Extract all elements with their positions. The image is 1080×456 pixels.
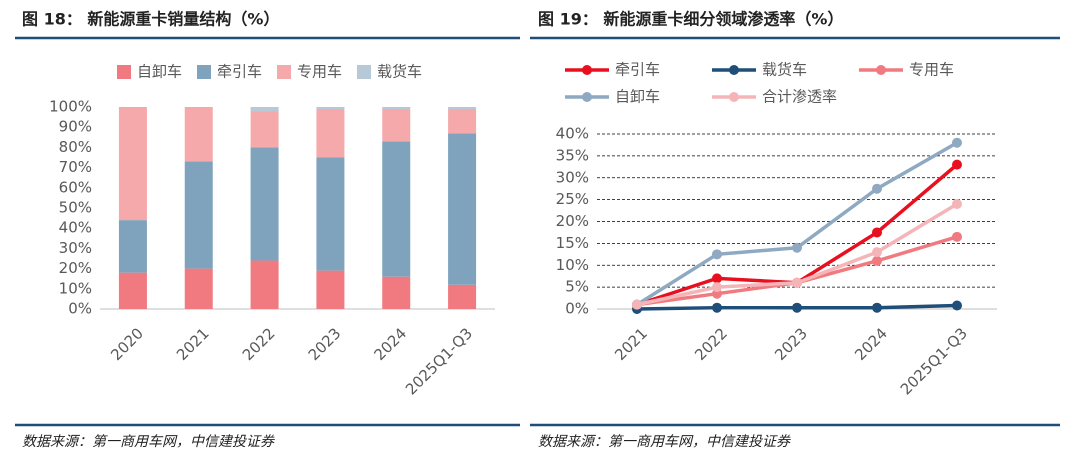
chart-title: 图 19： 新能源重卡细分领域渗透率（%）: [538, 10, 843, 29]
x-tick-label: 2024: [371, 324, 411, 364]
point: [872, 247, 882, 258]
legend-marker: [582, 92, 592, 102]
point: [872, 183, 882, 194]
x-tick-label: 2025Q1-Q3: [402, 324, 476, 398]
y-tick-label: 20%: [59, 259, 92, 277]
x-tick-label: 2024: [851, 324, 891, 364]
source: 数据来源：第一商用车网，中信建投证券: [538, 434, 791, 450]
bar-segment: [316, 157, 345, 271]
y-tick-label: 5%: [565, 278, 589, 296]
y-tick-label: 50%: [59, 199, 92, 217]
legend-label: 载货车: [377, 63, 422, 81]
y-tick-label: 20%: [556, 212, 589, 230]
point: [872, 255, 882, 266]
point: [952, 159, 962, 170]
bar-segment: [118, 272, 147, 309]
y-tick-label: 70%: [59, 158, 92, 176]
legend-marker: [729, 92, 739, 102]
legend-marker: [582, 65, 592, 75]
legend-swatch: [277, 65, 291, 79]
legend-label: 自卸车: [137, 63, 182, 81]
bar-segment: [448, 109, 477, 134]
point: [792, 277, 802, 288]
legend-label: 自卸车: [615, 88, 660, 106]
y-tick-label: 30%: [59, 239, 92, 257]
x-tick-label: 2023: [305, 324, 345, 364]
legend-label: 专用车: [297, 63, 342, 81]
x-tick-label: 2020: [107, 324, 147, 364]
y-tick-label: 80%: [59, 138, 92, 156]
bar-segment: [118, 220, 147, 273]
source: 数据来源：第一商用车网，中信建投证券: [22, 434, 275, 450]
bar-segment: [382, 109, 411, 142]
legend-swatch: [197, 65, 211, 79]
legend-marker: [729, 65, 739, 75]
bar-segment: [316, 270, 345, 309]
legend-marker: [876, 65, 886, 75]
x-tick-label: 2022: [239, 324, 279, 364]
point: [712, 282, 722, 293]
bar-segment: [250, 107, 279, 112]
legend-label: 合计渗透率: [762, 88, 837, 106]
bar-segment: [250, 111, 279, 148]
x-tick-label: 2025Q1-Q3: [897, 324, 971, 398]
bar-segment: [448, 107, 477, 110]
y-tick-label: 10%: [556, 256, 589, 274]
y-tick-label: 35%: [556, 146, 589, 164]
legend-label: 载货车: [762, 61, 807, 79]
point: [792, 302, 802, 313]
bar-segment: [118, 107, 147, 221]
point: [952, 137, 962, 148]
chart-title: 图 18： 新能源重卡销量结构（%）: [22, 10, 279, 29]
bar-segment: [250, 260, 279, 309]
y-tick-label: 90%: [59, 118, 92, 136]
point: [952, 231, 962, 242]
bar-segment: [382, 276, 411, 309]
point: [712, 249, 722, 260]
legend-swatch: [117, 65, 131, 79]
y-tick-label: 40%: [556, 125, 589, 143]
y-tick-label: 30%: [556, 168, 589, 186]
bar-segment: [448, 133, 477, 285]
legend-label: 牵引车: [615, 61, 660, 79]
bar-segment: [316, 109, 345, 158]
y-tick-label: 10%: [59, 279, 92, 297]
point: [872, 227, 882, 238]
point: [872, 302, 882, 313]
x-tick-label: 2021: [173, 324, 213, 364]
x-tick-label: 2023: [771, 324, 811, 364]
bar-segment: [250, 147, 279, 261]
point: [712, 302, 722, 313]
y-tick-label: 100%: [49, 98, 92, 116]
legend-swatch: [357, 65, 371, 79]
point: [952, 300, 962, 311]
y-tick-label: 15%: [556, 234, 589, 252]
bar-segment: [316, 107, 345, 110]
bar-segment: [382, 107, 411, 110]
legend-label: 专用车: [909, 61, 954, 79]
point: [952, 199, 962, 209]
point: [792, 242, 802, 253]
bar-segment: [184, 268, 213, 309]
bar-segment: [382, 141, 411, 277]
y-tick-label: 0%: [68, 300, 92, 318]
y-tick-label: 60%: [59, 178, 92, 196]
x-tick-label: 2022: [691, 324, 731, 364]
y-tick-label: 25%: [556, 190, 589, 208]
x-tick-label: 2021: [611, 324, 651, 364]
point: [712, 273, 722, 284]
bar-segment: [184, 161, 213, 269]
legend-label: 牵引车: [217, 63, 262, 81]
bar-segment: [448, 284, 477, 309]
bar-segment: [184, 107, 213, 162]
point: [632, 299, 642, 310]
y-tick-label: 40%: [59, 219, 92, 237]
y-tick-label: 0%: [565, 300, 589, 318]
